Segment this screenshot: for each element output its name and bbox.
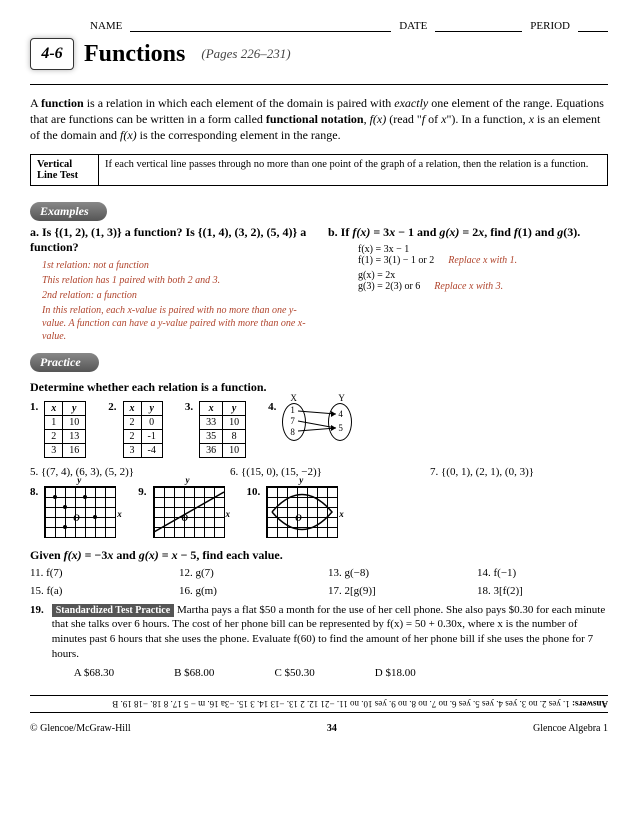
problem-8: 8.xyO <box>30 486 116 538</box>
problem-19: 19. Standardized Test Practice Martha pa… <box>30 603 608 681</box>
problem-18: 18. 3[f(2)] <box>477 585 608 597</box>
graph-9: xyO <box>153 486 225 538</box>
problem-4: 4. X Y 1 7 8 4 5 <box>268 401 352 441</box>
problems-1-4: 1.xy110213316 2.xy202-13-4 3.xy331035836… <box>30 401 608 458</box>
problems-8-10: 8.xyO 9.xyO 10.xyO <box>30 486 608 538</box>
problem-6: 6. {(15, 0), (15, −2)} <box>230 466 408 478</box>
exb-r2a: f(1) = 3(1) − 1 or 2 <box>358 255 434 266</box>
choice-b: B $68.00 <box>174 666 214 681</box>
mapping-diagram: X Y 1 7 8 4 5 <box>282 401 352 441</box>
graph-10: xyO <box>266 486 338 538</box>
vlt-title: Vertical Line Test <box>31 155 99 185</box>
divider <box>30 84 608 85</box>
ex-a-question: a. Is {(1, 2), (1, 3)} a function? Is {(… <box>30 225 310 255</box>
date-label: DATE <box>399 20 427 32</box>
footer-center: 34 <box>327 723 337 734</box>
ex-a-n3: 2nd relation: a function <box>42 289 310 302</box>
p19-num: 19. <box>30 603 44 681</box>
lesson-title: Functions <box>84 41 185 68</box>
examples-block: a. Is {(1, 2), (1, 3)} a function? Is {(… <box>30 225 608 345</box>
answers-label: Answers: <box>572 699 608 709</box>
ex-b-question: b. If f(x) = 3x − 1 and g(x) = 2x, find … <box>328 225 608 240</box>
stp-badge: Standardized Test Practice <box>52 604 174 617</box>
problems-11-14: 11. f(7) 12. g(7) 13. g(−8) 14. f(−1) <box>30 567 608 579</box>
problem-16: 16. g(m) <box>179 585 310 597</box>
problem-15: 15. f(a) <box>30 585 161 597</box>
ex-a-n2: This relation has 1 paired with both 2 a… <box>42 274 310 287</box>
practice-title: Determine whether each relation is a fun… <box>30 380 608 395</box>
date-blank <box>435 20 522 32</box>
footer-left: © Glencoe/McGraw-Hill <box>30 723 131 734</box>
exb-r1a: f(x) = 3x − 1 <box>358 244 409 255</box>
exb-r4b: Replace x with 3. <box>434 281 503 292</box>
choice-a: A $68.30 <box>74 666 114 681</box>
exb-r4a: g(3) = 2(3) or 6 <box>358 281 420 292</box>
problem-14: 14. f(−1) <box>477 567 608 579</box>
vertical-line-test-box: Vertical Line Test If each vertical line… <box>30 154 608 186</box>
problem-2: 2.xy202-13-4 <box>108 401 163 458</box>
name-blank <box>130 20 391 32</box>
problem-5: 5. {(7, 4), (6, 3), (5, 2)} <box>30 466 208 478</box>
header: NAME DATE PERIOD <box>90 20 608 32</box>
p19-choices: A $68.30 B $68.00 C $50.30 D $18.00 <box>74 666 608 681</box>
footer: © Glencoe/McGraw-Hill 34 Glencoe Algebra… <box>30 723 608 734</box>
answers-row: Answers: 1. yes 2. no 3. yes 4. yes 5. y… <box>30 695 608 713</box>
problem-3: 3.xy33103583610 <box>185 401 246 458</box>
ex-a-n1: 1st relation: not a function <box>42 259 310 272</box>
problem-11: 11. f(7) <box>30 567 161 579</box>
period-label: PERIOD <box>530 20 570 32</box>
problems-15-18: 15. f(a) 16. g(m) 17. 2[g(9)] 18. 3[f(2)… <box>30 585 608 597</box>
practice-heading: Practice <box>30 353 99 372</box>
problem-1: 1.xy110213316 <box>30 401 86 458</box>
problems-5-7: 5. {(7, 4), (6, 3), (5, 2)} 6. {(15, 0),… <box>30 466 608 478</box>
graph-8: xyO <box>44 486 116 538</box>
footer-right: Glencoe Algebra 1 <box>533 723 608 734</box>
table-2: xy202-13-4 <box>123 401 163 458</box>
table-1: xy110213316 <box>44 401 86 458</box>
vlt-text: If each vertical line passes through no … <box>99 155 607 185</box>
problem-7: 7. {(0, 1), (2, 1), (0, 3)} <box>430 466 608 478</box>
choice-d: D $18.00 <box>375 666 416 681</box>
exb-r2b: Replace x with 1. <box>448 255 517 266</box>
period-blank <box>578 20 608 32</box>
problem-12: 12. g(7) <box>179 567 310 579</box>
intro-text: A function is a relation in which each e… <box>30 95 608 144</box>
given-text: Given f(x) = −3x and g(x) = x − 5, find … <box>30 548 608 563</box>
answers-text: 1. yes 2. no 3. yes 4. yes 5. yes 6. no … <box>112 699 570 709</box>
table-3: xy33103583610 <box>199 401 246 458</box>
example-a: a. Is {(1, 2), (1, 3)} a function? Is {(… <box>30 225 310 345</box>
problem-9: 9.xyO <box>138 486 224 538</box>
lesson-pages: (Pages 226–231) <box>201 46 290 62</box>
choice-c: C $50.30 <box>274 666 314 681</box>
problem-17: 17. 2[g(9)] <box>328 585 459 597</box>
lesson-header: 4-6 Functions (Pages 226–231) <box>30 38 608 70</box>
example-b: b. If f(x) = 3x − 1 and g(x) = 2x, find … <box>328 225 608 345</box>
problem-13: 13. g(−8) <box>328 567 459 579</box>
exb-r3a: g(x) = 2x <box>358 270 395 281</box>
name-label: NAME <box>90 20 122 32</box>
problem-10: 10.xyO <box>247 486 339 538</box>
examples-heading: Examples <box>30 202 107 221</box>
lesson-number: 4-6 <box>30 38 74 70</box>
ex-a-n4: In this relation, each x-value is paired… <box>42 304 310 343</box>
